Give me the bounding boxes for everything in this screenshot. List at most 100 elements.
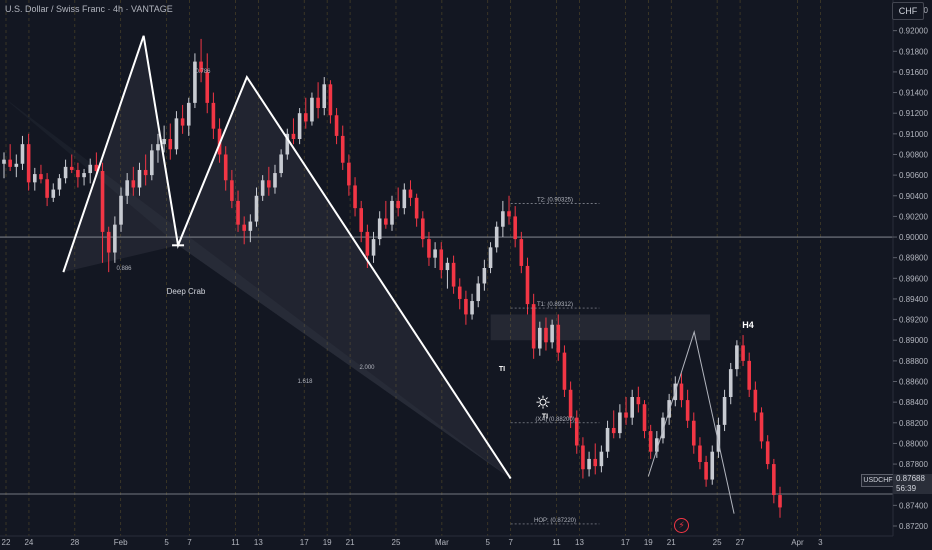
price-tick-label: 0.91800	[899, 47, 928, 56]
candle-body	[32, 174, 37, 183]
candle-body	[611, 427, 616, 434]
lightning-icon[interactable]: ⚡	[674, 518, 689, 533]
candle-body	[679, 383, 684, 401]
candle-body	[359, 208, 364, 232]
price-tick-label: 0.90000	[899, 233, 928, 242]
candle-body	[150, 150, 154, 176]
candle-body	[20, 144, 25, 164]
annotations: 0.786 0.886 1.618 2.000 Deep Crab T2: (0.9032…	[116, 69, 754, 525]
horizontal-lines	[0, 236, 893, 495]
candle-body	[377, 218, 382, 240]
price-tick-label: 0.90200	[899, 212, 928, 221]
candle-body	[390, 200, 394, 225]
candle-body	[88, 164, 93, 174]
candle-body	[427, 239, 431, 258]
price-axis[interactable]: 0.922000.920000.918000.916000.914000.912…	[893, 6, 928, 531]
price-tick-label: 0.90400	[899, 192, 928, 201]
candle-body	[131, 180, 136, 188]
pattern-name-label: Deep Crab	[167, 287, 206, 296]
h4-label: H4	[742, 320, 754, 330]
target-label: HOP: (0.87220)	[534, 518, 576, 524]
candle-body	[451, 262, 456, 287]
price-tick-label: 0.87400	[899, 501, 928, 510]
candle-body	[236, 200, 240, 225]
candle-body	[618, 412, 622, 434]
fib-ratio-label: 0.786	[195, 69, 211, 75]
time-tick-label: 5	[486, 538, 491, 547]
candle-body	[168, 139, 173, 150]
time-tick-label: Mar	[435, 538, 449, 547]
fib-ratio-label: 1.618	[297, 379, 313, 385]
candle-body	[57, 178, 62, 190]
price-tick-label: 0.88000	[899, 439, 928, 448]
sun-icon[interactable]	[536, 395, 550, 409]
price-tick-label: 0.89000	[899, 336, 928, 345]
time-tick-label: Apr	[791, 538, 804, 547]
candle-body	[14, 163, 19, 167]
candle-body	[482, 268, 487, 284]
time-tick-label: 17	[300, 538, 309, 547]
price-axis-background[interactable]	[893, 0, 932, 550]
price-tick-label: 0.90800	[899, 150, 928, 159]
candle-body	[587, 458, 591, 470]
fib-ratio-label: 2.000	[359, 365, 375, 371]
candle-body	[347, 162, 351, 186]
last-price-box: 0.87688 56:39	[893, 474, 932, 494]
candle-body	[464, 298, 468, 315]
candle-body	[624, 412, 628, 418]
candle-body	[94, 164, 99, 171]
ti-label: TI	[499, 366, 505, 373]
candle-body	[396, 200, 400, 209]
candle-body	[655, 438, 659, 452]
candle-body	[45, 179, 49, 198]
projection-line[interactable]	[647, 330, 735, 514]
candles	[2, 38, 782, 518]
price-tick-label: 0.89400	[899, 295, 928, 304]
candle-body	[710, 451, 715, 480]
price-tick-label: 0.89600	[899, 274, 928, 283]
candle-body	[420, 218, 425, 240]
candle-body	[316, 97, 320, 109]
time-axis[interactable]: 22 24 28 Feb 5 7 11 13 17 19 21 25 Mar 5 7 11 13 17 19 21 25…	[2, 538, 824, 547]
time-tick-label: 11	[231, 538, 240, 547]
candle-body	[630, 397, 634, 418]
time-tick-label: 7	[508, 538, 513, 547]
candle-body	[593, 458, 598, 467]
candle-body	[507, 211, 511, 217]
candle-body	[704, 462, 708, 480]
candle-body	[211, 102, 216, 129]
price-tick-label: 0.91000	[899, 130, 928, 139]
candle-body	[728, 369, 733, 397]
candle-body	[698, 445, 702, 463]
candle-body	[254, 195, 259, 222]
candle-body	[636, 397, 641, 405]
candle-body	[531, 304, 536, 349]
candle-body	[193, 61, 197, 103]
candle-body	[494, 226, 499, 248]
candle-body	[513, 216, 517, 240]
candle-body	[143, 169, 148, 176]
candle-body	[106, 231, 111, 253]
candle-body	[574, 417, 579, 446]
candle-body	[285, 133, 290, 155]
candle-body	[267, 180, 271, 188]
time-tick-label: 27	[736, 538, 745, 547]
price-tick-label: 0.88800	[899, 357, 928, 366]
candle-body	[470, 301, 474, 315]
candle-body	[119, 195, 123, 225]
pattern-zone-xab	[63, 35, 179, 273]
currency-button[interactable]: CHF	[892, 2, 924, 20]
candle-body	[648, 431, 653, 452]
time-tick-label: 25	[713, 538, 722, 547]
candle-body	[242, 224, 246, 231]
time-tick-label: Feb	[114, 538, 128, 547]
candle-body	[365, 231, 370, 256]
ti-label: TI	[542, 414, 548, 421]
candle-body	[759, 412, 764, 442]
candle-body	[156, 144, 160, 151]
candle-body	[544, 327, 548, 343]
candle-body	[137, 169, 142, 188]
candle-body	[334, 115, 339, 136]
